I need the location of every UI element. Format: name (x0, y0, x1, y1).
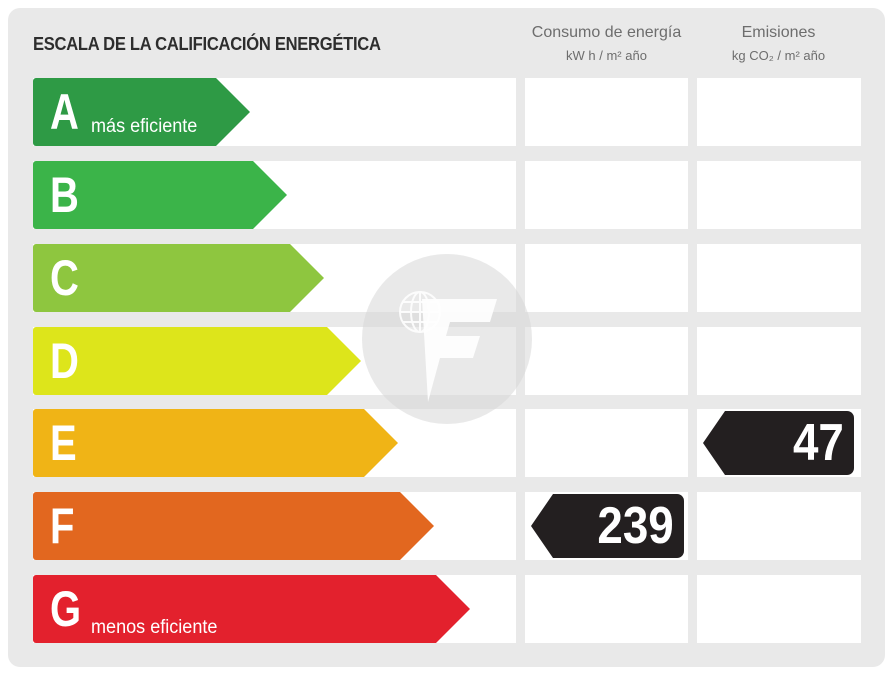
consumo-cell (525, 575, 688, 643)
consumo-cell (525, 78, 688, 146)
rating-letter: C (50, 250, 79, 306)
rating-row-f: F 239 (0, 492, 892, 560)
rating-row-b: B (0, 161, 892, 229)
emisiones-unit: kg CO₂ / m² año (731, 48, 826, 63)
emisiones-cell (697, 575, 861, 643)
rating-row-g: G menos eficiente (0, 575, 892, 643)
consumo-unit: kW h / m² año (566, 48, 647, 63)
rating-letter: B (50, 167, 79, 223)
emisiones-cell (697, 161, 861, 229)
consumo-value-badge: 239 (531, 494, 684, 558)
consumo-cell (525, 244, 688, 312)
rating-arrow-g: G menos eficiente (33, 575, 470, 643)
emisiones-label: Emisiones (741, 24, 816, 41)
rating-row-a: A más eficiente (0, 78, 892, 146)
consumo-label: Consumo de energía (531, 24, 682, 41)
emisiones-cell (697, 327, 861, 395)
arrow-shape (33, 409, 398, 477)
rating-letter: E (50, 415, 77, 471)
rating-row-e: E 47 (0, 409, 892, 477)
arrow-shape (33, 161, 287, 229)
emisiones-cell (697, 78, 861, 146)
rating-arrow-a: A más eficiente (33, 78, 250, 146)
consumo-column-header: Consumo de energía kW h / m² año (525, 24, 688, 63)
arrow-shape (33, 244, 324, 312)
emisiones-value-badge: 47 (703, 411, 854, 475)
logo-watermark-icon (362, 254, 532, 424)
consumo-cell (525, 161, 688, 229)
rating-subtitle: menos eficiente (91, 617, 218, 638)
rating-letter: F (50, 498, 75, 554)
rating-arrow-b: B (33, 161, 287, 229)
consumo-cell (525, 327, 688, 395)
arrow-shape (33, 327, 361, 395)
page-title: ESCALA DE LA CALIFICACIÓN ENERGÉTICA (33, 34, 381, 54)
consumo-value: 239 (597, 497, 674, 555)
consumo-cell (525, 409, 688, 477)
emisiones-cell (697, 244, 861, 312)
emisiones-value: 47 (793, 414, 844, 472)
rating-arrow-c: C (33, 244, 324, 312)
rating-arrow-f: F (33, 492, 434, 560)
rating-arrow-e: E (33, 409, 398, 477)
rating-arrow-d: D (33, 327, 361, 395)
rating-subtitle: más eficiente (91, 116, 198, 137)
rating-letter: G (50, 581, 82, 637)
rating-letter: A (50, 84, 79, 140)
arrow-shape (33, 492, 434, 560)
emisiones-cell (697, 492, 861, 560)
arrow-shape (33, 575, 470, 643)
arrow-shape (33, 78, 250, 146)
emisiones-column-header: Emisiones kg CO₂ / m² año (697, 24, 860, 63)
logo-watermark-svg (399, 291, 497, 402)
rating-letter: D (50, 333, 79, 389)
